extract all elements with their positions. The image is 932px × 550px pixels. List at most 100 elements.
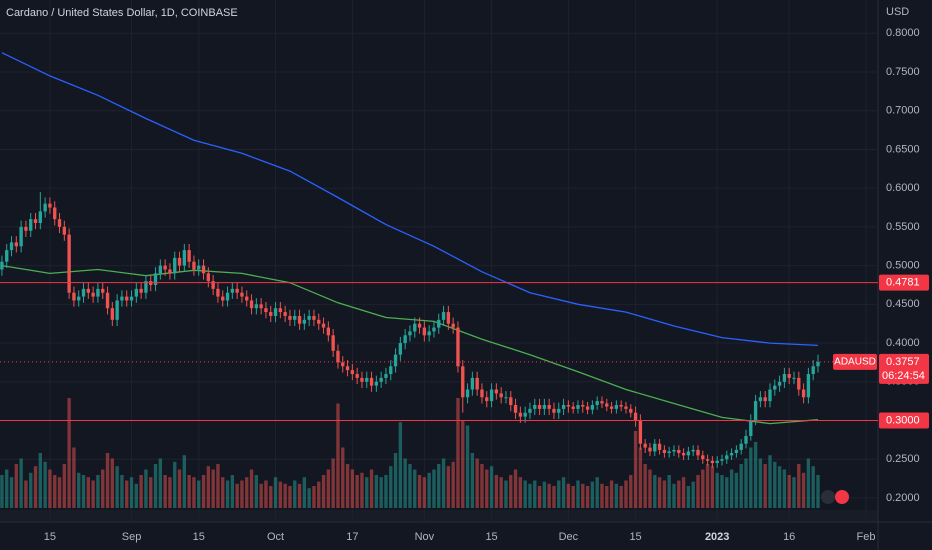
volume-bar bbox=[533, 480, 537, 508]
x-tick-label: 17 bbox=[346, 531, 358, 543]
volume-bar bbox=[249, 469, 254, 508]
volume-bar bbox=[475, 458, 479, 508]
candle-body bbox=[374, 381, 379, 386]
x-tick-label: 2023 bbox=[705, 531, 729, 543]
volume-bar bbox=[787, 475, 791, 508]
candle-body bbox=[331, 335, 335, 351]
candle-body bbox=[29, 219, 33, 231]
indicator-strip bbox=[0, 510, 878, 522]
volume-bar bbox=[393, 453, 398, 508]
candle-body bbox=[806, 374, 811, 398]
volume-bar bbox=[269, 486, 273, 508]
volume-bar bbox=[643, 464, 647, 508]
candle-body bbox=[518, 412, 523, 417]
candle-body bbox=[648, 447, 652, 452]
candle-body bbox=[360, 377, 364, 382]
candle-body bbox=[297, 315, 302, 324]
volume-bar bbox=[48, 469, 52, 508]
y-tick-label: 0.4500 bbox=[886, 298, 920, 310]
volume-bar bbox=[691, 481, 695, 508]
volume-bar bbox=[513, 469, 518, 508]
candle-body bbox=[787, 374, 791, 378]
candle-body bbox=[350, 370, 355, 375]
volume-bar bbox=[331, 458, 335, 508]
volume-bar bbox=[384, 475, 388, 508]
volume-bar bbox=[365, 477, 369, 508]
volume-bar bbox=[696, 475, 700, 508]
level-label-box bbox=[879, 274, 929, 291]
icon[interactable] bbox=[835, 490, 849, 504]
volume-bar bbox=[29, 472, 33, 508]
volume-bar bbox=[432, 469, 436, 508]
volume-bar bbox=[110, 458, 115, 508]
volume-bar bbox=[173, 461, 177, 508]
volume-bar bbox=[297, 483, 302, 508]
volume-bar bbox=[158, 458, 163, 508]
volume-bar bbox=[638, 447, 643, 508]
candle-body bbox=[437, 319, 441, 328]
volume-bar bbox=[595, 477, 599, 508]
candle-body bbox=[19, 226, 23, 247]
volume-bar bbox=[566, 483, 571, 508]
volume-bar bbox=[576, 480, 580, 508]
level-label: 0.4781 bbox=[886, 276, 920, 288]
volume-bar bbox=[192, 477, 196, 508]
volume-bar bbox=[686, 486, 691, 508]
y-tick-label: 0.2500 bbox=[886, 453, 920, 465]
volume-bar bbox=[806, 458, 811, 508]
candle-body bbox=[125, 296, 129, 301]
volume-bar bbox=[720, 475, 724, 508]
volume-bar bbox=[38, 453, 43, 508]
candle-body bbox=[197, 265, 201, 270]
icon[interactable] bbox=[821, 490, 835, 504]
volume-bar bbox=[144, 469, 148, 508]
candle-body bbox=[259, 304, 263, 309]
candle-body bbox=[494, 389, 499, 394]
candle-body bbox=[677, 449, 681, 454]
volume-bar bbox=[557, 480, 561, 508]
candle-body bbox=[480, 389, 484, 398]
volume-bar bbox=[667, 475, 671, 508]
volume-bar bbox=[470, 453, 475, 508]
candle-body bbox=[624, 406, 628, 409]
volume-bar bbox=[360, 472, 364, 508]
candle-body bbox=[629, 408, 633, 413]
y-tick-label: 0.6000 bbox=[886, 182, 920, 194]
candle-body bbox=[513, 405, 518, 413]
candle-body bbox=[643, 443, 647, 448]
volume-bar bbox=[739, 464, 743, 508]
y-tick-label: 0.8000 bbox=[886, 27, 920, 39]
volume-bar bbox=[504, 480, 508, 508]
candle-body bbox=[667, 451, 671, 454]
candle-body bbox=[144, 281, 148, 293]
volume-bar bbox=[456, 398, 460, 508]
volume-bar bbox=[72, 447, 76, 508]
volume-bar bbox=[422, 477, 427, 508]
volume-bar bbox=[101, 469, 105, 508]
candle-body bbox=[792, 377, 796, 379]
volume-bar bbox=[619, 486, 623, 508]
volume-bar bbox=[283, 483, 287, 508]
volume-bar bbox=[350, 469, 355, 508]
volume-bar bbox=[427, 472, 431, 508]
volume-bar bbox=[749, 447, 753, 508]
volume-bar bbox=[182, 455, 187, 508]
candle-body bbox=[456, 327, 460, 367]
y-tick-label: 0.2000 bbox=[886, 492, 920, 504]
volume-bar bbox=[729, 469, 734, 508]
volume-bar bbox=[293, 480, 297, 508]
volume-bar bbox=[542, 481, 547, 508]
volume-bar bbox=[62, 464, 67, 508]
candle-body bbox=[485, 397, 489, 402]
volume-bar bbox=[624, 480, 628, 508]
candle-body bbox=[408, 331, 412, 336]
candle-body bbox=[777, 381, 782, 386]
volume-bar bbox=[609, 480, 614, 508]
candle-body bbox=[245, 296, 249, 301]
volume-bar bbox=[537, 486, 542, 508]
chart-title: Cardano / United States Dollar, 1D, COIN… bbox=[6, 7, 238, 19]
volume-bar bbox=[797, 464, 801, 508]
candle-body bbox=[67, 234, 71, 293]
volume-bar bbox=[336, 403, 340, 508]
volume-bar bbox=[14, 464, 19, 508]
